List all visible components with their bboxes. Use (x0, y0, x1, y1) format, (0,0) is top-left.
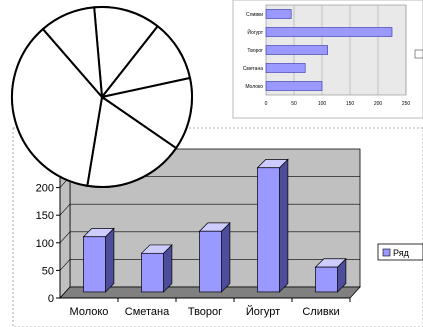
hbar-category-label: Йогурт (247, 28, 263, 36)
hbar-tick-label: 250 (402, 101, 411, 107)
column-bar-side (221, 222, 231, 293)
hbar-plot-area (265, 4, 407, 96)
column-bar-front (257, 167, 280, 293)
horizontal-bar-chart: Сливки Йогурт Творог Сметана Молоко 0 50 100 15… (232, 0, 423, 119)
hbar-bar (265, 45, 328, 55)
column-category-label: Молоко (70, 306, 109, 318)
column-gridline-side (59, 203, 71, 216)
hbar-category-label: Сливки (246, 12, 263, 18)
column-y-tick-label: 100 (36, 238, 54, 250)
pie-slice (93, 6, 160, 100)
hbar-tick-label: 0 (265, 101, 268, 107)
hbar-bar (265, 63, 306, 73)
column-legend-key (382, 248, 391, 257)
column-gridline-side (59, 259, 71, 271)
hbar-tick-label: 50 (291, 101, 297, 107)
column-bar-front (141, 252, 164, 293)
column-y-tick-label: 0 (48, 293, 54, 305)
pie-slice (99, 76, 193, 150)
hbar-category-label: Молоко (245, 84, 263, 90)
hbar-category-label: Творог (247, 48, 263, 54)
column-legend-label: Ряд (393, 248, 410, 258)
column-y-tick-label: 50 (42, 265, 54, 277)
hbar-tick-label: 200 (374, 101, 383, 107)
column-bar-side (105, 227, 115, 293)
hbar-bar (265, 81, 323, 91)
column-category-label: Творог (188, 306, 222, 318)
column-gridline-side (59, 231, 71, 244)
hbar-tick-label: 100 (318, 101, 327, 107)
column-y-tick-label: 200 (36, 183, 54, 195)
column-bar (140, 244, 173, 293)
column-bar-side (279, 158, 289, 293)
column-bar (82, 227, 115, 293)
column-bar (256, 158, 289, 293)
hbar-bar (265, 27, 393, 37)
hbar-bar (265, 9, 292, 19)
column-bar (314, 257, 347, 293)
column-bar-front (199, 230, 222, 293)
column-bar (198, 222, 231, 293)
column-chart-legend: Ряд (377, 243, 423, 261)
hbar-legend-key (414, 49, 423, 59)
hbar-tick-label: 150 (346, 101, 355, 107)
column-y-tick-label: 150 (36, 210, 54, 222)
pie-slice (11, 27, 104, 187)
pie-chart (11, 6, 193, 188)
column-category-label: Сливки (302, 306, 339, 318)
hbar-category-label: Сметана (243, 66, 263, 72)
column-category-label: Сметана (125, 306, 170, 318)
column-bar-front (315, 266, 338, 293)
column-bar-front (83, 236, 106, 293)
pie-slice (86, 95, 178, 188)
pie-slice (41, 6, 104, 100)
column-category-label: Йогурт (246, 305, 280, 318)
